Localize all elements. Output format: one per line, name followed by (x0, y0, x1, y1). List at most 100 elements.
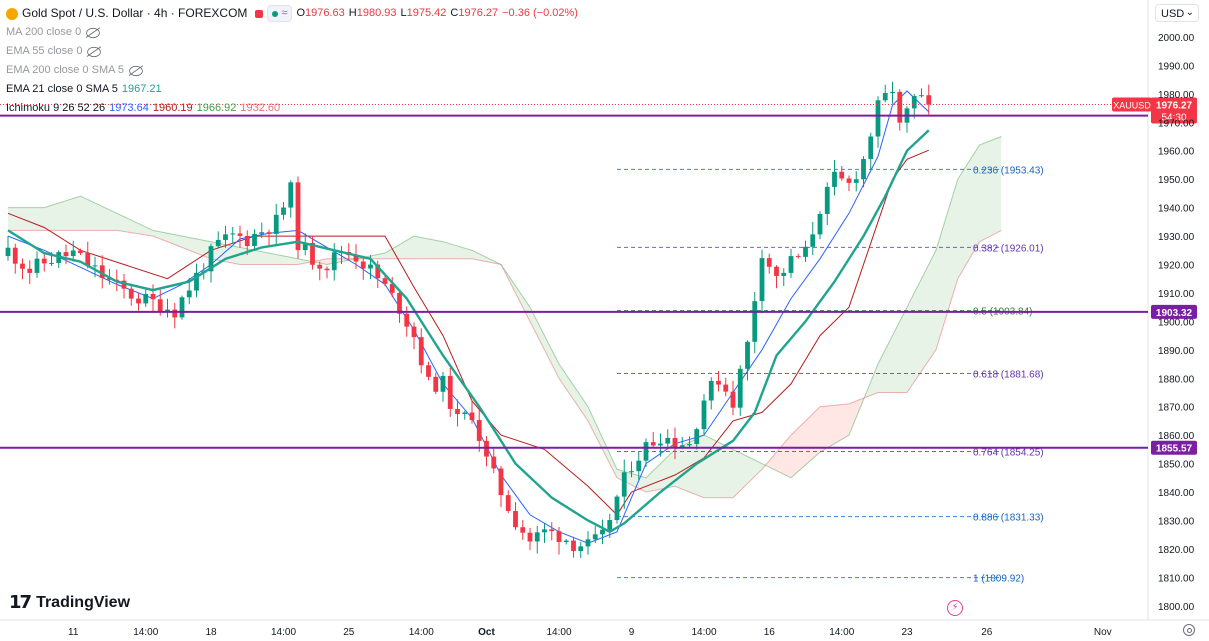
candle-body (462, 412, 468, 415)
candle-body (730, 391, 736, 408)
cloud-segment (116, 213, 121, 231)
hidden-eye-icon[interactable] (129, 65, 143, 76)
flag-icon[interactable] (255, 9, 264, 18)
currency-select[interactable]: USD ⌄ (1155, 4, 1199, 22)
cloud-segment (544, 335, 549, 357)
kijun-value: 1960.19 (152, 102, 193, 114)
cloud-segment (250, 249, 255, 265)
cloud-segment (816, 406, 820, 456)
indicator-label: EMA 55 close 0 (6, 45, 83, 57)
settings-gear-icon[interactable] (1183, 624, 1195, 636)
cloud-segment (511, 280, 516, 293)
cloud-segment (928, 257, 933, 361)
cloud-segment (399, 242, 404, 259)
cloud-segment (385, 250, 389, 259)
cloud-segment (127, 218, 132, 233)
cloud-segment (562, 369, 567, 389)
candle-body (150, 293, 156, 300)
cloud-segment (990, 139, 994, 237)
cloud-segment (747, 456, 752, 484)
close-value: 1976.27 (458, 7, 499, 19)
cloud-segment (214, 242, 219, 261)
candle-body (266, 232, 272, 234)
indicator-ema55[interactable]: EMA 55 close 0 (6, 42, 578, 61)
cloud-segment (881, 349, 886, 393)
hidden-eye-icon[interactable] (86, 27, 101, 38)
candle-body (179, 297, 185, 318)
cloud-segment (337, 258, 342, 263)
cloud-segment (51, 204, 56, 231)
cloud-segment (185, 236, 190, 251)
cloud-segment (240, 247, 244, 265)
cloud-segment (613, 461, 617, 478)
indicator-label: MA 200 close 0 (6, 26, 82, 38)
cloud-segment (943, 214, 947, 327)
symbol-title[interactable]: Gold Spot / U.S. Dollar · 4h · FOREXCOM (22, 6, 248, 20)
indicator-ema200[interactable]: EMA 200 close 0 SMA 5 (6, 61, 578, 80)
low-label: L (400, 7, 407, 19)
tradingview-logo[interactable]: 𝟭𝟳 TradingView (9, 592, 130, 613)
cloud-segment (294, 258, 298, 265)
cloud-segment (751, 458, 755, 480)
cloud-segment (961, 167, 965, 273)
cloud-segment (885, 342, 889, 393)
cloud-segment (733, 449, 737, 498)
cloud-segment (178, 235, 182, 248)
indicator-label: Ichimoku 9 26 52 26 (6, 102, 106, 114)
cloud-segment (22, 207, 27, 231)
symbol-header-row: Gold Spot / U.S. Dollar · 4h · FOREXCOM … (6, 4, 578, 23)
indicator-value: 1967.21 (121, 83, 162, 95)
candle-body (513, 510, 518, 528)
time-axis-tick: 18 (205, 627, 217, 638)
cloud-segment (461, 247, 465, 259)
candle-body (20, 263, 25, 269)
cloud-segment (776, 447, 781, 473)
lightning-icon[interactable]: ⚡ (947, 600, 963, 616)
candle-body (687, 444, 692, 446)
candle-body (397, 292, 402, 314)
candle-body (99, 265, 105, 279)
cloud-segment (631, 473, 636, 487)
candle-body (447, 375, 453, 409)
time-axis-tick: 14:00 (409, 627, 434, 638)
cloud-segment (319, 259, 324, 264)
cloud-segment (160, 231, 164, 241)
cloud-segment (693, 438, 697, 495)
cloud-segment (290, 257, 295, 265)
status-pill[interactable]: ≈ (267, 5, 293, 22)
cloud-segment (443, 241, 447, 259)
cloud-segment (417, 236, 422, 259)
candle-body (846, 178, 852, 183)
candle-body (832, 171, 837, 187)
candle-body (121, 280, 127, 289)
hidden-eye-icon[interactable] (87, 46, 102, 57)
candle-body (85, 253, 91, 267)
cloud-segment (424, 238, 429, 259)
cloud-segment (907, 300, 911, 393)
cloud-segment (609, 453, 614, 471)
candle-body (331, 252, 337, 271)
candle-body (484, 440, 489, 457)
high-value: 1980.93 (356, 7, 397, 19)
cloud-segment (994, 137, 998, 235)
kijun-sen-line (7, 149, 929, 516)
cloud-segment (182, 236, 186, 249)
cloud-segment (276, 254, 280, 265)
indicator-ichimoku[interactable]: Ichimoku 9 26 52 26 1973.64 1960.19 1966… (6, 99, 578, 118)
fib-level-label: 0.886 (1831.33) (973, 513, 1044, 524)
cloud-segment (722, 444, 726, 498)
candle-body (136, 298, 141, 304)
candle-body (324, 268, 330, 271)
indicator-ema21[interactable]: EMA 21 close 0 SMA 5 1967.21 (6, 80, 578, 99)
indicator-ma200[interactable]: MA 200 close 0 (6, 23, 578, 42)
cloud-segment (450, 243, 454, 259)
cloud-segment (421, 237, 425, 259)
cloud-segment (55, 203, 59, 231)
candle-body (186, 290, 192, 298)
price-axis-tick: 1890.00 (1158, 346, 1195, 357)
cloud-segment (656, 463, 661, 490)
candle-body (824, 186, 830, 214)
cloud-segment (896, 321, 900, 393)
candle-body (875, 100, 881, 137)
